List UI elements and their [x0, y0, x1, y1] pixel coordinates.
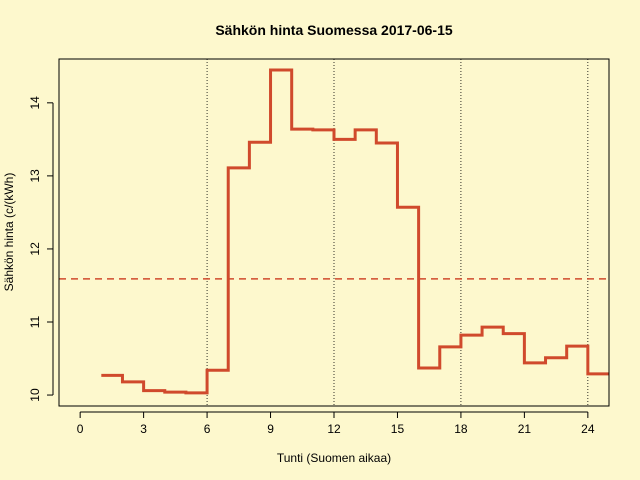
plot-area [58, 58, 610, 407]
x-axis: 0 3 6 9 12 15 18 21 24 [77, 411, 595, 436]
x-axis-label: Tunti (Suomen aikaa) [277, 451, 391, 465]
x-tick-label: 24 [581, 422, 595, 436]
y-tick-label: 10 [28, 388, 42, 402]
x-tick-label: 0 [77, 422, 84, 436]
x-tick-label: 21 [518, 422, 532, 436]
y-axis-label: Sähkön hinta (c/(kWh) [2, 173, 16, 292]
x-tick-label: 15 [391, 422, 405, 436]
price-step-line [101, 68, 609, 395]
y-tick-label: 14 [28, 96, 42, 110]
x-tick-label: 18 [454, 422, 468, 436]
y-tick-label: 11 [28, 315, 42, 328]
y-tick-label: 12 [28, 242, 42, 256]
x-tick-label: 6 [204, 422, 211, 436]
x-tick-label: 12 [327, 422, 341, 436]
y-tick-label: 13 [28, 169, 42, 183]
x-tick-label: 9 [267, 422, 274, 436]
y-axis: 10 11 12 13 14 [28, 96, 54, 402]
x-tick-label: 3 [140, 422, 147, 436]
chart-title: Sähkön hinta Suomessa 2017-06-15 [215, 22, 453, 38]
plot-frame [58, 58, 610, 407]
